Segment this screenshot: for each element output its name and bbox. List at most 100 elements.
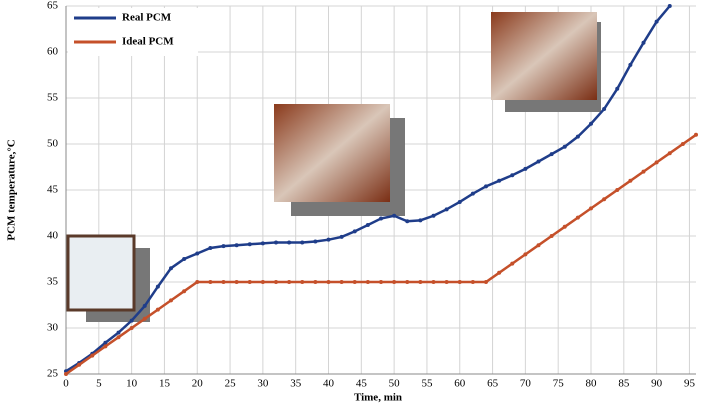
y-tick-label: 30 [47, 322, 59, 334]
x-tick-label: 35 [290, 378, 302, 390]
point [379, 217, 383, 221]
point [484, 184, 488, 188]
point [484, 280, 488, 284]
point [537, 243, 541, 247]
point [694, 133, 698, 137]
point [642, 170, 646, 174]
point [563, 225, 567, 229]
point [432, 214, 436, 218]
point [117, 335, 121, 339]
point [313, 280, 317, 284]
point [445, 280, 449, 284]
point [681, 142, 685, 146]
point [366, 280, 370, 284]
x-tick-label: 40 [323, 378, 335, 390]
x-tick-label: 65 [487, 378, 499, 390]
point [602, 197, 606, 201]
x-tick-label: 20 [192, 378, 204, 390]
point [300, 280, 304, 284]
point [274, 280, 278, 284]
point [668, 4, 672, 8]
point [235, 243, 239, 247]
x-tick-label: 5 [96, 378, 102, 390]
point [340, 235, 344, 239]
x-axis-label: Time, min [354, 392, 402, 404]
x-tick-label: 25 [225, 378, 237, 390]
point [550, 234, 554, 238]
point [353, 229, 357, 233]
x-tick-label: 45 [356, 378, 368, 390]
point [261, 241, 265, 245]
photos [68, 12, 601, 322]
point [313, 240, 317, 244]
point [523, 252, 527, 256]
point [261, 280, 265, 284]
x-tick-label: 60 [454, 378, 466, 390]
point [418, 218, 422, 222]
point [195, 280, 199, 284]
point [248, 280, 252, 284]
y-tick-label: 50 [47, 138, 59, 150]
point [379, 280, 383, 284]
point [222, 244, 226, 248]
point [537, 159, 541, 163]
point [208, 280, 212, 284]
point [510, 262, 514, 266]
point [405, 219, 409, 223]
point [156, 285, 160, 289]
point [642, 41, 646, 45]
point [169, 266, 173, 270]
point [655, 160, 659, 164]
point [274, 240, 278, 244]
x-tick-label: 75 [553, 378, 565, 390]
point [195, 251, 199, 255]
x-tick-label: 70 [520, 378, 532, 390]
point [327, 238, 331, 242]
point [143, 304, 147, 308]
x-tick-label: 80 [586, 378, 598, 390]
point [77, 363, 81, 367]
point [182, 289, 186, 293]
point [156, 308, 160, 312]
point [576, 216, 580, 220]
point [445, 207, 449, 211]
point [615, 87, 619, 91]
point [432, 280, 436, 284]
photo [491, 12, 597, 100]
point [169, 298, 173, 302]
point [235, 280, 239, 284]
point [143, 317, 147, 321]
legend-label: Ideal PCM [122, 36, 174, 48]
point [287, 280, 291, 284]
point [668, 151, 672, 155]
photo [68, 236, 134, 310]
x-tick-label: 95 [684, 378, 696, 390]
point [130, 319, 134, 323]
x-tick-label: 55 [421, 378, 433, 390]
photo [274, 104, 390, 202]
point [576, 135, 580, 139]
point [523, 167, 527, 171]
y-tick-label: 25 [47, 368, 59, 380]
point [405, 280, 409, 284]
y-tick-label: 65 [47, 0, 59, 12]
x-tick-label: 90 [651, 378, 663, 390]
point [117, 331, 121, 335]
point [182, 257, 186, 261]
y-tick-label: 35 [47, 276, 59, 288]
x-tick-label: 0 [63, 378, 69, 390]
chart: 2530354045505560650510152025303540455055… [0, 0, 704, 406]
x-tick-label: 15 [159, 378, 171, 390]
point [340, 280, 344, 284]
point [510, 173, 514, 177]
point [353, 280, 357, 284]
point [589, 122, 593, 126]
point [222, 280, 226, 284]
point [589, 206, 593, 210]
y-tick-label: 60 [47, 46, 59, 58]
point [366, 223, 370, 227]
point [655, 20, 659, 24]
point [392, 214, 396, 218]
point [458, 200, 462, 204]
point [615, 188, 619, 192]
